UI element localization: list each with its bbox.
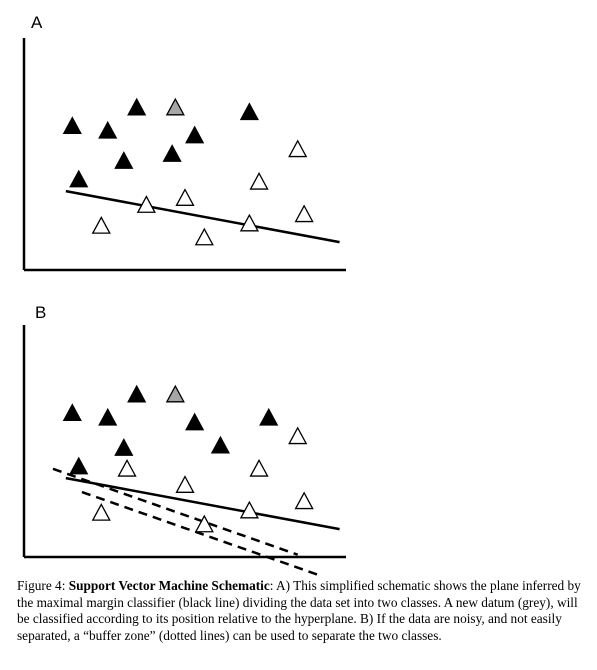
margin-line-1 <box>52 467 299 556</box>
filled-triangle-point <box>98 120 118 139</box>
filled-triangle-point <box>185 125 205 144</box>
caption-title: Support Vector Machine Schematic <box>68 578 270 593</box>
caption-body: : A) This simplified schematic shows the… <box>17 578 581 643</box>
filled-triangle-point <box>114 438 134 456</box>
filled-triangle-point <box>114 151 134 169</box>
filled-triangle-point <box>127 97 147 116</box>
hollow-triangle-point <box>91 216 111 234</box>
hollow-triangle-point <box>288 139 308 158</box>
panel-b-plot <box>22 325 346 577</box>
hollow-triangle-point <box>175 188 195 206</box>
hollow-triangle-point <box>249 171 269 190</box>
filled-triangle-point <box>98 407 118 426</box>
grey-new-datum-point <box>165 384 185 403</box>
panel-a-plot <box>22 38 346 272</box>
hyperplane-line <box>65 189 340 244</box>
filled-triangle-point <box>162 144 182 162</box>
filled-triangle-point <box>62 116 82 135</box>
hollow-triangle-point <box>91 503 111 521</box>
panel-a-label: A <box>31 13 43 32</box>
filled-triangle-point <box>69 169 89 188</box>
hyperplane-line <box>65 476 340 531</box>
hollow-triangle-point <box>117 458 137 477</box>
filled-triangle-point <box>69 456 89 475</box>
caption-prefix: Figure 4: <box>17 578 69 593</box>
hollow-triangle-point <box>239 500 259 519</box>
filled-triangle-point <box>210 435 231 454</box>
hollow-triangle-point <box>136 195 156 213</box>
filled-triangle-point <box>185 412 205 431</box>
filled-triangle-point <box>62 403 82 422</box>
grey-new-datum-point <box>165 97 185 116</box>
panel-b-label: B <box>35 303 47 322</box>
hollow-triangle-point <box>194 227 214 246</box>
filled-triangle-point <box>259 407 279 426</box>
hollow-triangle-point <box>249 458 269 477</box>
hollow-triangle-point <box>239 213 259 232</box>
filled-triangle-point <box>127 384 147 403</box>
hollow-triangle-point <box>294 491 314 510</box>
hollow-triangle-point <box>288 426 308 445</box>
figure-caption: Figure 4: Support Vector Machine Schemat… <box>17 578 583 644</box>
hollow-triangle-point <box>175 475 195 493</box>
hollow-triangle-point <box>194 514 214 533</box>
filled-triangle-point <box>239 102 259 121</box>
margin-line-2 <box>81 490 321 577</box>
hollow-triangle-point <box>294 204 314 223</box>
